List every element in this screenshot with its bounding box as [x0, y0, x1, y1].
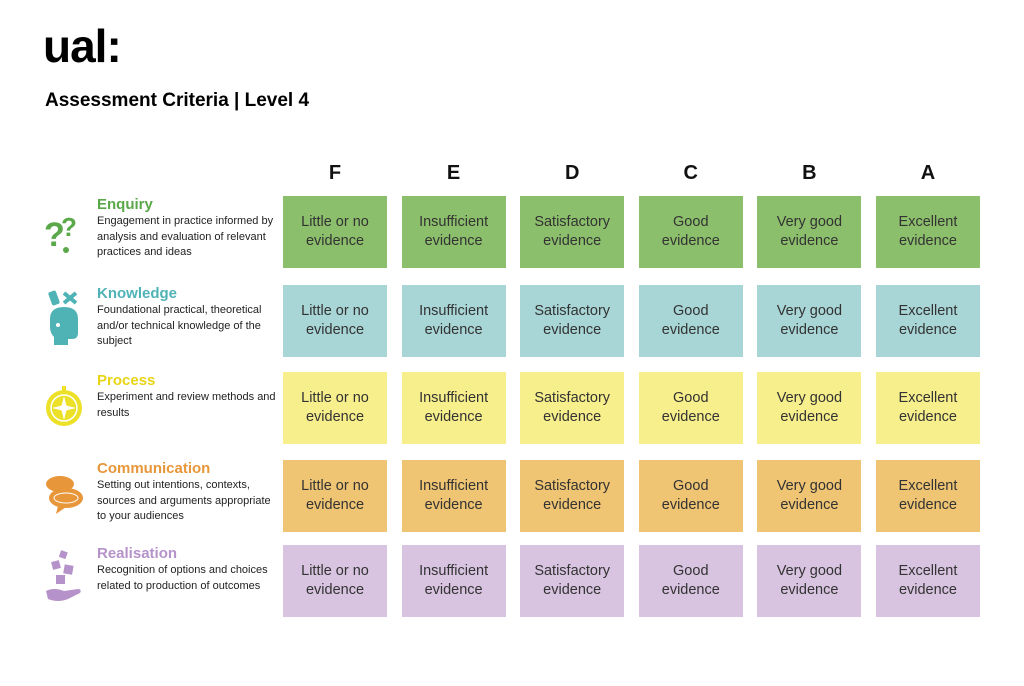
speech-bubbles-icon: [44, 464, 84, 520]
evidence-cell: Little or no evidence: [283, 372, 387, 444]
criterion-name: Knowledge: [97, 285, 178, 302]
criterion-name: Realisation: [97, 545, 178, 562]
svg-text:?: ?: [61, 212, 77, 242]
head-tools-icon: [44, 289, 84, 345]
criterion-row-communication: Communication Setting out intentions, co…: [44, 460, 984, 532]
evidence-cell: Satisfactory evidence: [520, 372, 625, 444]
grade-d: D: [564, 162, 580, 184]
evidence-cell: Very good evidence: [757, 285, 862, 357]
evidence-cell: Little or no evidence: [283, 460, 387, 532]
criterion-row-knowledge: Knowledge Foundational practical, theore…: [44, 285, 984, 357]
criterion-description: Setting out intentions, contexts, source…: [97, 479, 271, 522]
evidence-cell: Insufficient evidence: [401, 285, 506, 357]
evidence-cell: Very good evidence: [757, 460, 862, 532]
criterion-row-process: Process Experiment and review methods an…: [44, 372, 984, 444]
evidence-cell: Good evidence: [638, 196, 743, 268]
evidence-cell: Satisfactory evidence: [520, 196, 625, 268]
evidence-cell: Excellent evidence: [875, 196, 980, 268]
criterion-row-enquiry: ? ? Enquiry Engagement in practice infor…: [44, 196, 984, 268]
evidence-cell: Insufficient evidence: [401, 545, 506, 617]
evidence-cell: Very good evidence: [757, 196, 862, 268]
evidence-cell: Satisfactory evidence: [520, 460, 625, 532]
grade-c: C: [683, 162, 698, 184]
evidence-cell: Excellent evidence: [875, 372, 980, 444]
criterion-description: Engagement in practice informed by analy…: [97, 215, 274, 258]
evidence-cell: Insufficient evidence: [401, 460, 506, 532]
compass-icon: [44, 376, 84, 432]
svg-text:?: ?: [44, 216, 65, 254]
criterion-name: Process: [97, 372, 156, 389]
criterion-description: Experiment and review methods and result…: [97, 391, 276, 419]
evidence-cell: Excellent evidence: [875, 285, 980, 357]
question-marks-icon: ? ?: [44, 200, 84, 256]
criterion-row-realisation: Realisation Recognition of options and c…: [44, 545, 984, 617]
criterion-description: Recognition of options and choices relat…: [97, 564, 268, 592]
evidence-cell: Excellent evidence: [875, 460, 980, 532]
evidence-cell: Little or no evidence: [283, 545, 387, 617]
evidence-cell: Good evidence: [638, 460, 743, 532]
evidence-cell: Little or no evidence: [283, 196, 387, 268]
criterion-name: Enquiry: [97, 196, 153, 213]
evidence-cell: Excellent evidence: [875, 545, 980, 617]
evidence-cell: Very good evidence: [757, 372, 862, 444]
grade-a: A: [920, 162, 936, 184]
evidence-cell: Good evidence: [638, 372, 743, 444]
evidence-cell: Good evidence: [638, 285, 743, 357]
criterion-description: Foundational practical, theoretical and/…: [97, 304, 262, 347]
evidence-cell: Little or no evidence: [283, 285, 387, 357]
evidence-cell: Insufficient evidence: [401, 196, 506, 268]
evidence-cell: Satisfactory evidence: [520, 545, 625, 617]
grade-e: E: [446, 162, 461, 184]
grade-b: B: [802, 162, 817, 184]
page-title: Assessment Criteria | Level 4: [45, 90, 310, 111]
grade-header: F E D C B A: [283, 162, 980, 185]
evidence-cell: Insufficient evidence: [401, 372, 506, 444]
criterion-name: Communication: [97, 460, 211, 477]
evidence-cell: Good evidence: [638, 545, 743, 617]
hand-blocks-icon: [44, 549, 84, 605]
evidence-cell: Satisfactory evidence: [520, 285, 625, 357]
evidence-cell: Very good evidence: [757, 545, 862, 617]
ual-logo: ual:: [43, 20, 122, 72]
grade-f: F: [328, 162, 342, 184]
